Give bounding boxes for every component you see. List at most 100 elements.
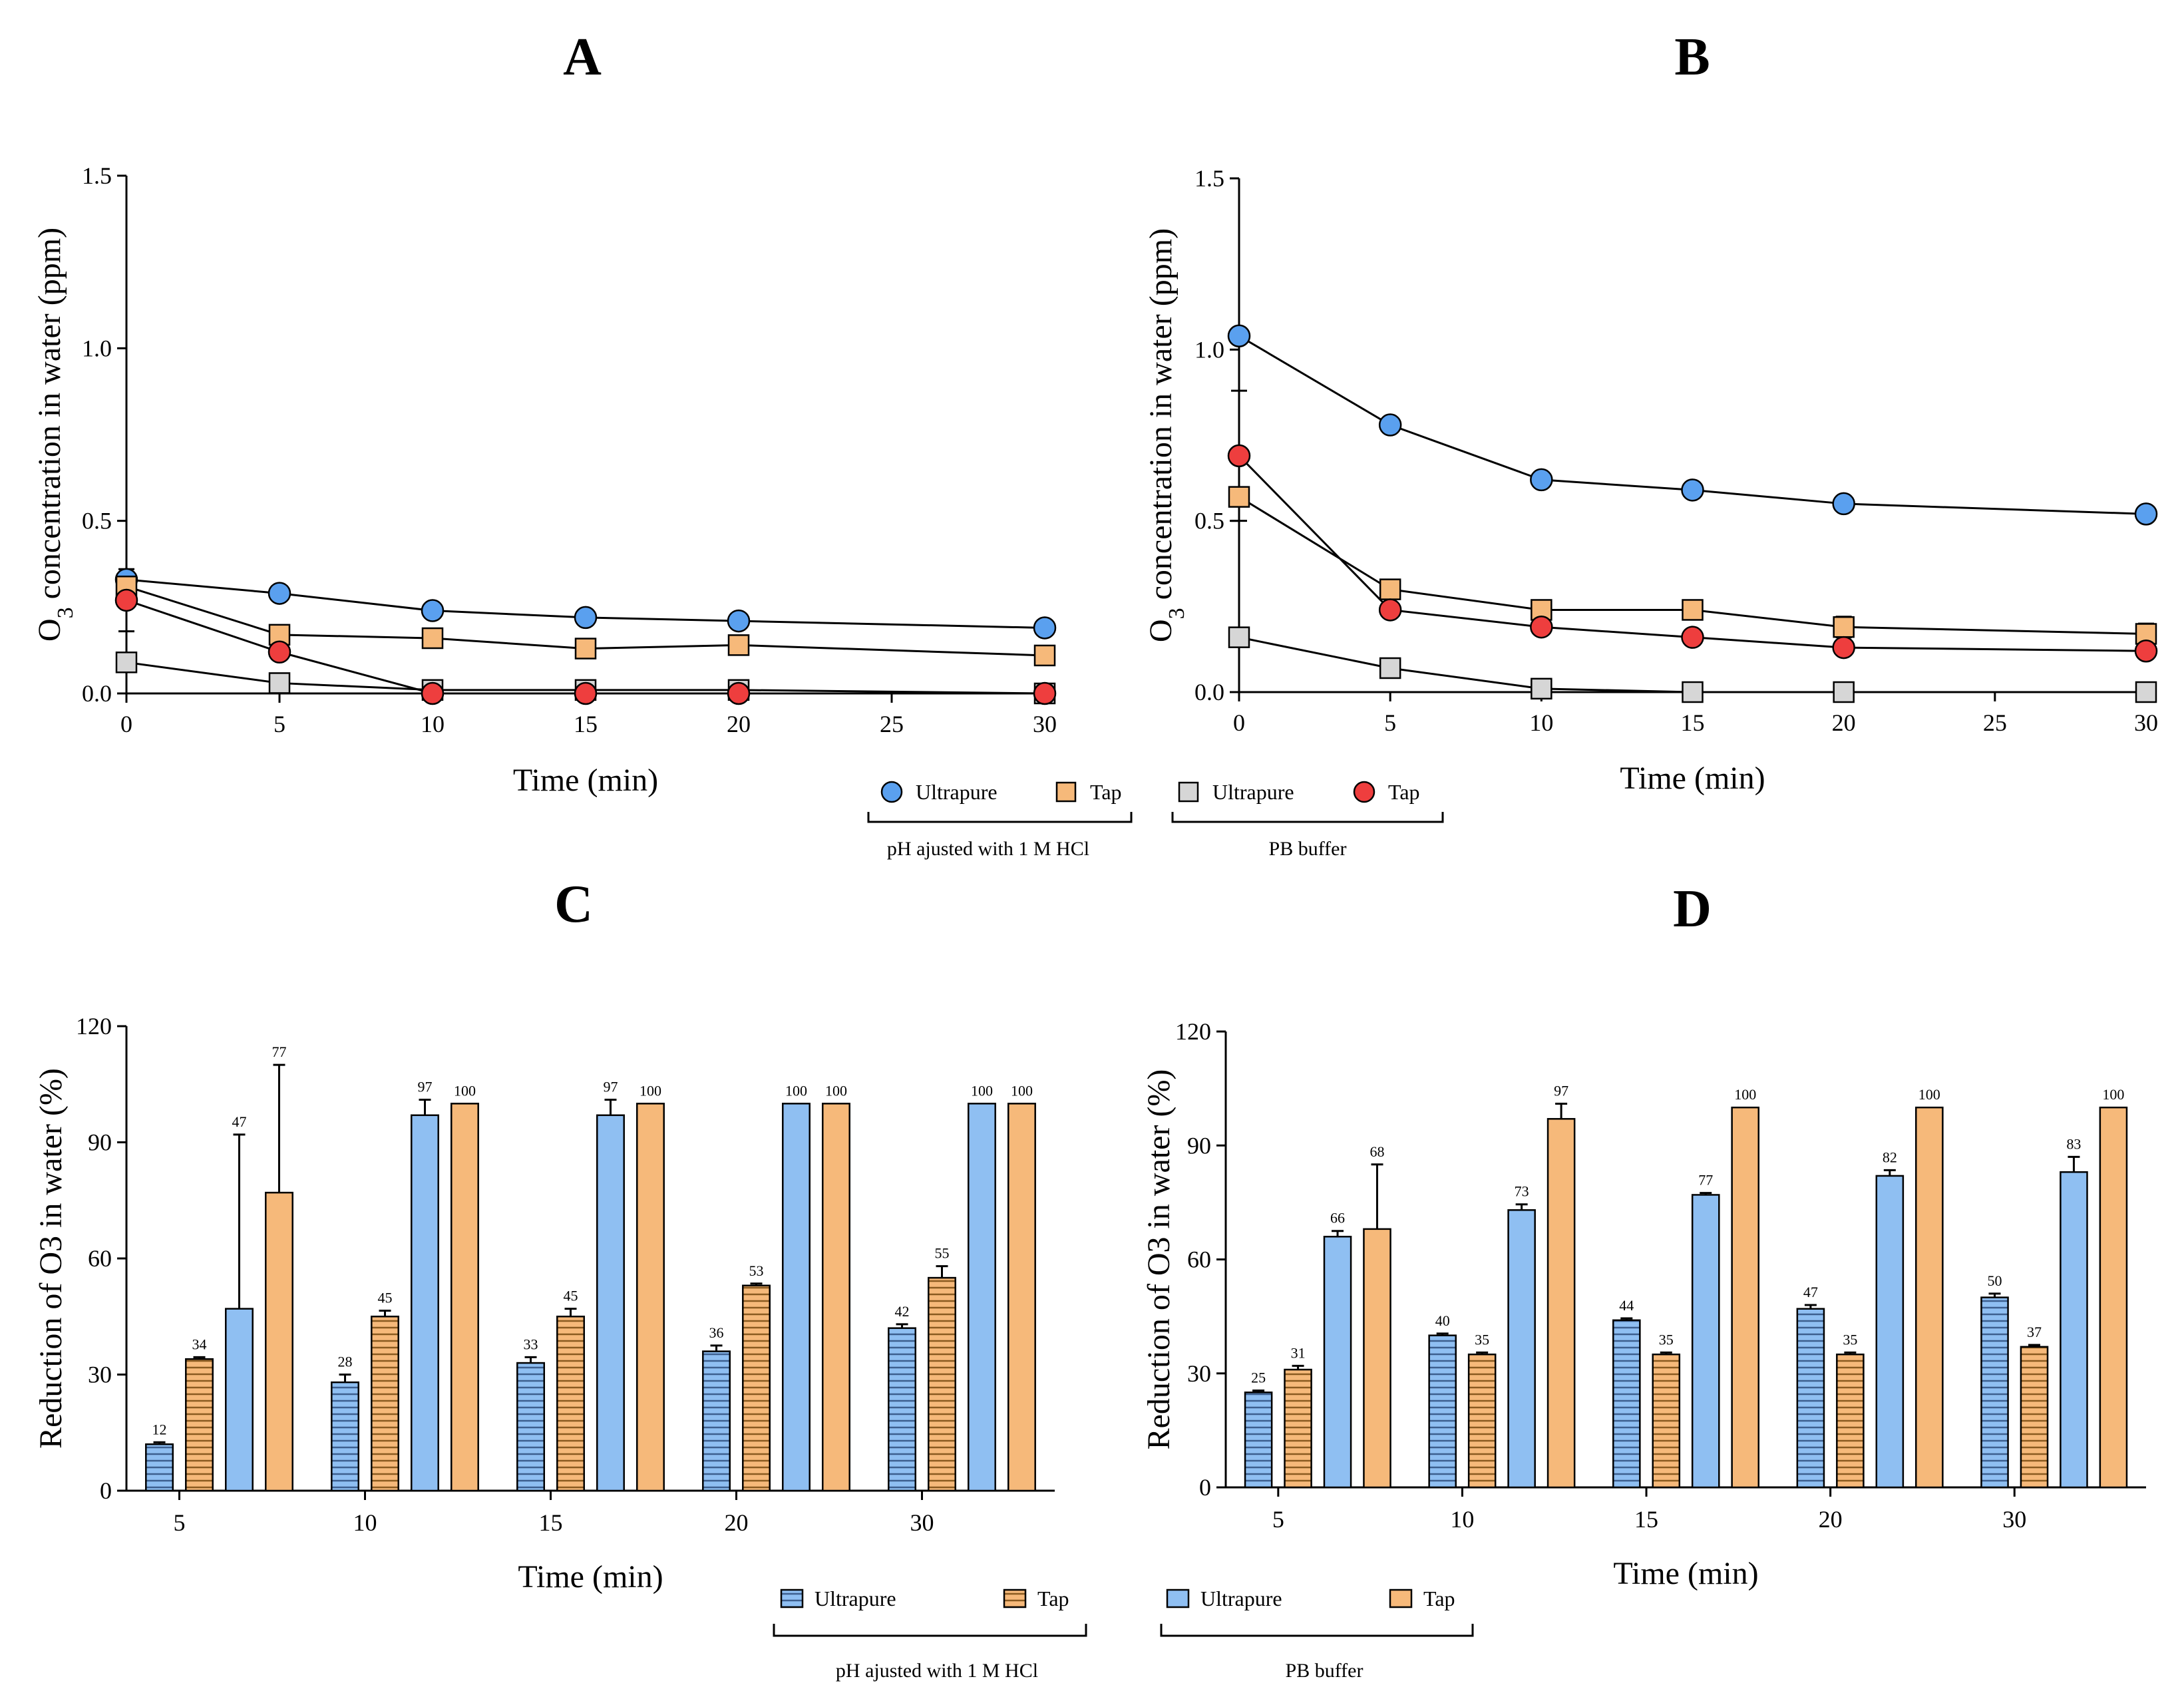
- y-tick-label: 30: [1187, 1360, 1211, 1387]
- legend-group-bracket: [1171, 812, 1444, 823]
- legend-group-bracket: [1160, 1624, 1474, 1637]
- bar: [596, 1114, 625, 1492]
- data-label: 47: [232, 1113, 246, 1130]
- legend-marker-square: [1178, 781, 1199, 803]
- bar: [225, 1308, 254, 1492]
- x-tick-label: 10: [421, 711, 445, 737]
- bar: [1980, 1296, 2009, 1489]
- bar: [1284, 1368, 1312, 1489]
- y-tick-label: 60: [1187, 1246, 1211, 1273]
- data-point: [574, 606, 598, 630]
- x-tick-label: 25: [880, 711, 904, 737]
- data-label: 31: [1291, 1344, 1306, 1361]
- data-label: 66: [1330, 1210, 1345, 1226]
- x-tick-label: 0: [1233, 709, 1245, 736]
- bar: [1796, 1308, 1825, 1489]
- data-point: [1033, 644, 1056, 667]
- data-label: 77: [1698, 1172, 1713, 1189]
- bar: [636, 1103, 665, 1492]
- data-point: [727, 681, 751, 705]
- data-label: 25: [1251, 1369, 1266, 1386]
- series-line: [1238, 335, 2147, 515]
- data-label: 28: [338, 1354, 353, 1370]
- series-line: [1238, 496, 2147, 636]
- legend-swatch: [780, 1589, 804, 1608]
- y-axis-title: O3 concentration in water (ppm): [32, 228, 78, 642]
- bar: [371, 1316, 399, 1492]
- bar: [1652, 1353, 1681, 1489]
- series-line: [126, 578, 1045, 629]
- x-tick-label: 30: [1033, 711, 1057, 737]
- x-tick-label: 10: [353, 1509, 377, 1536]
- data-point: [1378, 413, 1402, 437]
- data-point: [1682, 599, 1704, 621]
- x-tick-label: 15: [539, 1509, 563, 1536]
- bar: [968, 1103, 996, 1492]
- bar: [1612, 1319, 1641, 1489]
- bar: [451, 1103, 479, 1492]
- bar: [1691, 1194, 1720, 1489]
- data-label: 12: [152, 1421, 167, 1437]
- data-point: [1033, 616, 1057, 640]
- x-tick-label: 15: [574, 711, 598, 737]
- data-label: 100: [971, 1082, 993, 1099]
- data-point: [1033, 681, 1057, 705]
- bar: [822, 1103, 850, 1492]
- x-tick-label: 5: [174, 1509, 186, 1536]
- x-axis-title: Time (min): [1613, 1556, 1758, 1591]
- y-tick-label: 30: [88, 1362, 112, 1388]
- legend-group-bracket: [773, 1624, 1087, 1637]
- x-tick-label: 5: [1272, 1506, 1284, 1533]
- legend-marker-circle: [880, 781, 903, 803]
- y-tick-label: 0.0: [1194, 679, 1224, 705]
- bar: [1244, 1392, 1273, 1489]
- bar: [1428, 1334, 1457, 1489]
- data-point: [268, 582, 291, 605]
- data-label: 36: [709, 1324, 724, 1341]
- data-point: [421, 599, 445, 622]
- series-line: [1238, 455, 2147, 652]
- x-tick-label: 30: [2002, 1506, 2026, 1533]
- data-point: [1832, 492, 1855, 516]
- legend-marker-circle: [1353, 781, 1375, 803]
- data-label: 53: [749, 1262, 764, 1279]
- y-tick-label: 90: [1187, 1132, 1211, 1159]
- legend-group-label: pH ajusted with 1 M HCl: [836, 1660, 1038, 1682]
- data-point: [1228, 486, 1250, 508]
- data-label: 34: [192, 1336, 207, 1352]
- data-point: [1228, 626, 1250, 648]
- data-label: 45: [564, 1288, 578, 1304]
- bar: [331, 1381, 360, 1492]
- data-point: [1379, 578, 1401, 600]
- bar: [1915, 1106, 1944, 1489]
- series-line: [126, 661, 1045, 695]
- y-axis-title: Reduction of O3 in water (%): [33, 1068, 69, 1449]
- data-label: 100: [1011, 1082, 1033, 1099]
- data-label: 77: [272, 1043, 286, 1060]
- bar: [1836, 1353, 1865, 1489]
- data-point: [727, 609, 751, 633]
- data-point: [268, 672, 291, 694]
- bar: [742, 1284, 771, 1492]
- legend-group-bracket: [867, 812, 1133, 823]
- x-tick-label: 15: [1634, 1506, 1658, 1533]
- data-label: 33: [524, 1336, 538, 1352]
- bar: [2020, 1346, 2049, 1489]
- data-point: [2134, 639, 2158, 663]
- data-point: [115, 652, 138, 673]
- bar: [2099, 1106, 2128, 1489]
- bar: [516, 1362, 545, 1492]
- series-line: [126, 599, 1045, 695]
- x-tick-label: 20: [725, 1509, 749, 1536]
- bar: [1507, 1209, 1536, 1489]
- legend-label: Ultrapure: [1200, 1587, 1282, 1610]
- data-label: 68: [1370, 1143, 1385, 1160]
- y-tick-label: 1.0: [82, 335, 112, 361]
- data-label: 35: [1475, 1331, 1489, 1348]
- data-point: [574, 681, 598, 705]
- data-point: [2134, 502, 2158, 526]
- bar: [888, 1327, 917, 1492]
- legend-label: Ultrapure: [916, 780, 998, 804]
- data-point: [727, 634, 750, 656]
